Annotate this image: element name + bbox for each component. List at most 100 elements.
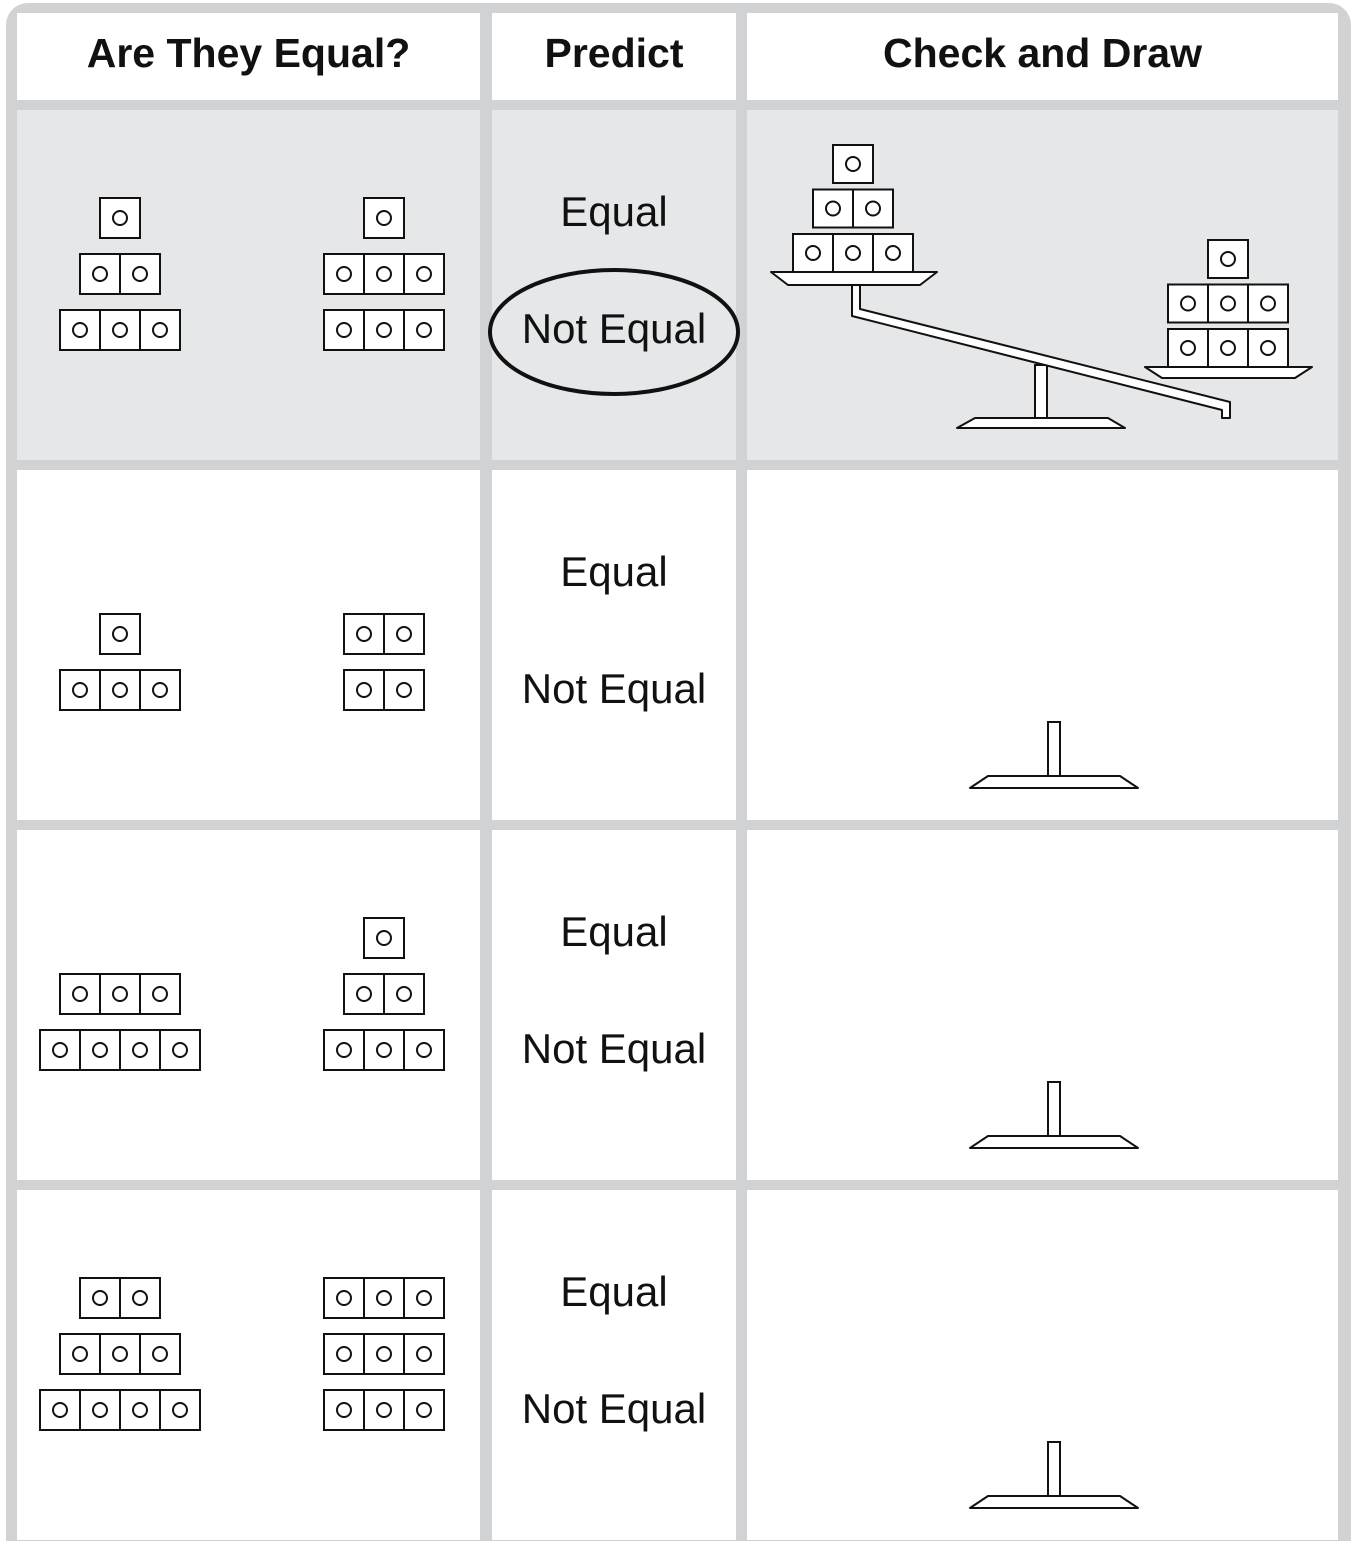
cube-dot [1180,295,1196,312]
cube [323,309,365,351]
cube [403,253,445,295]
cube [1207,328,1249,368]
cube [403,1029,445,1071]
cube [59,973,101,1015]
cube-dot [416,1042,432,1058]
cube-dot [72,1346,88,1362]
cube-dot [416,1346,432,1362]
cell [492,830,736,1180]
cube [99,973,141,1015]
cube-dot [112,626,128,642]
cube-dot [356,626,372,642]
cube [119,1277,161,1319]
cube-dot [336,1290,352,1306]
cube [59,669,101,711]
cube-dot [845,245,861,261]
cube-dot [805,245,821,261]
cube [403,1333,445,1375]
cell [492,1190,736,1540]
cell [492,470,736,820]
cube [323,1389,365,1431]
cube-dot [376,1402,392,1418]
cube-dot [72,986,88,1002]
cube [343,669,385,711]
header-cell [492,13,736,100]
cube [323,1029,365,1071]
cube-dot [132,266,148,282]
cube-dot [396,682,412,698]
prediction-option: Equal [560,908,667,955]
cube [363,1277,405,1319]
cube-dot [885,245,901,261]
cube-dot [356,682,372,698]
cube [363,917,405,959]
cube-dot [416,322,432,338]
cube [343,613,385,655]
cube-dot [825,200,841,217]
cube [1207,239,1249,279]
cube [852,188,894,229]
left-pan [770,271,938,286]
cube [159,1029,201,1071]
cube-dot [416,1402,432,1418]
cube-dot [376,930,392,946]
cube [119,1029,161,1071]
cube [403,1389,445,1431]
cube-dot [72,322,88,338]
cube [363,1389,405,1431]
cube-dot [1260,340,1276,356]
cube-dot [1220,251,1236,267]
prediction-option: Not Equal [522,305,706,352]
cube-dot [92,1042,108,1058]
cube-dot [152,1346,168,1362]
cube [139,973,181,1015]
cube [139,309,181,351]
header-cell [17,13,480,100]
cube [99,309,141,351]
cube [119,1389,161,1431]
cube-dot [52,1402,68,1418]
cube-dot [1220,295,1236,312]
scale-post [1047,721,1061,777]
cube-dot [336,266,352,282]
cube-dot [1180,340,1196,356]
cube [99,1333,141,1375]
cube-dot [132,1042,148,1058]
cube [403,309,445,351]
cube [39,1389,81,1431]
cell [747,1190,1338,1540]
cube [363,197,405,239]
cube-dot [92,1402,108,1418]
cube-dot [52,1042,68,1058]
cube-dot [396,986,412,1002]
cube-dot [152,322,168,338]
cube [99,669,141,711]
cube-dot [112,682,128,698]
cube [363,1333,405,1375]
cube [99,613,141,655]
cube [79,1277,121,1319]
cube [792,233,834,273]
cube-dot [112,210,128,226]
prediction-option: Not Equal [522,1025,706,1072]
header-cell [747,13,1338,100]
cube-dot [92,1290,108,1306]
cube [39,1029,81,1071]
cell [747,830,1338,1180]
cube-dot [172,1402,188,1418]
cube [139,669,181,711]
cube [99,197,141,239]
scale-post [1047,1441,1061,1497]
prediction-option: Not Equal [522,1385,706,1432]
scale-base [969,1495,1139,1509]
cube-dot [865,200,881,217]
cube-dot [376,210,392,226]
right-pan [1144,366,1313,379]
cube [139,1333,181,1375]
cube [119,253,161,295]
cube-dot [1260,295,1276,312]
cube-dot [112,322,128,338]
cube [1167,283,1209,324]
